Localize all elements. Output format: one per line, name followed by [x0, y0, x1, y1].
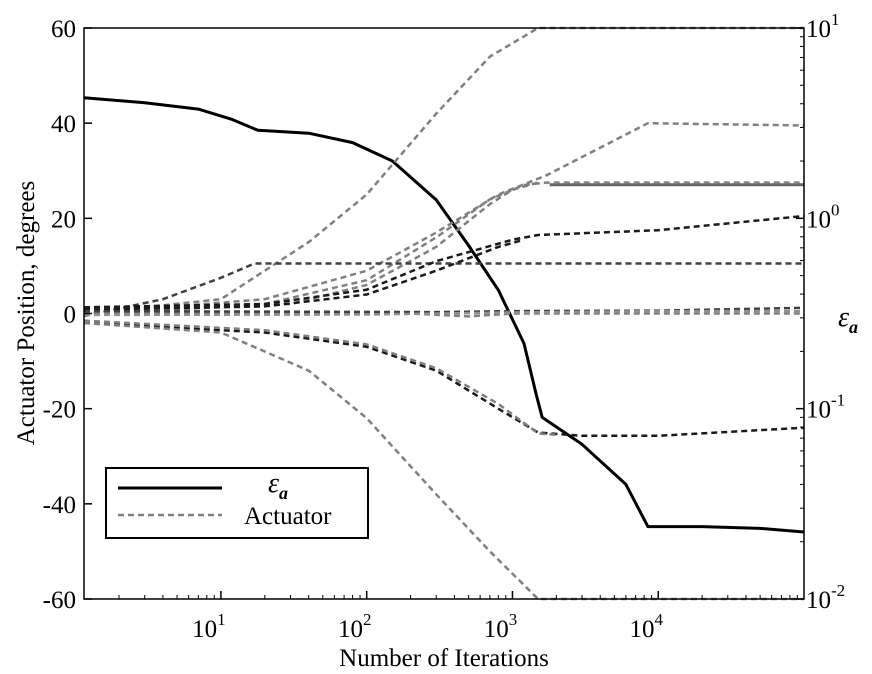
- x-tick-label: 103: [484, 610, 517, 643]
- x-tick-label: 101: [192, 610, 226, 643]
- series-line-9: [84, 312, 804, 318]
- y-tick-label: 40: [51, 111, 76, 138]
- legend-label-actuator: Actuator: [244, 503, 332, 530]
- legend-box: [105, 467, 369, 539]
- y-axis-title: Actuator Position, degrees: [13, 181, 40, 446]
- series-line-3: [83, 121, 805, 315]
- series-line-13: [83, 319, 557, 437]
- series-line-0: [83, 96, 805, 534]
- y2-tick-label: 100: [806, 200, 840, 233]
- tick-layer: -60 -40 -20 0 20 40 60 10-2 10-1 100 101 101 102 103 1…: [43, 10, 846, 643]
- series-line-10: [83, 306, 805, 314]
- y-tick-label: 20: [51, 206, 76, 233]
- y-tick-label: -60: [43, 587, 76, 614]
- y-tick-label: 0: [64, 302, 77, 329]
- legend-label-epsilon: εa: [268, 468, 288, 503]
- y2-tick-label: 101: [806, 10, 840, 43]
- x-axis-title: Number of Iterations: [339, 645, 549, 672]
- y2-tick-label: 10-1: [806, 391, 845, 424]
- y-tick-label: 60: [51, 16, 76, 43]
- series-line-5: [83, 181, 539, 315]
- x-tick-label: 104: [629, 610, 663, 643]
- series-line-14: [83, 321, 804, 601]
- series-line-8: [83, 238, 525, 311]
- legend: εa Actuator: [105, 467, 369, 539]
- series-line-12: [83, 321, 805, 438]
- y-tick-label: -20: [43, 397, 76, 424]
- y-tick-label: -40: [43, 492, 76, 519]
- y2-axis-title: εa: [838, 302, 858, 337]
- series-line-7: [83, 214, 805, 309]
- series-line-2: [83, 26, 804, 315]
- y2-tick-label: 10-2: [806, 581, 845, 614]
- series-line-4: [83, 181, 804, 315]
- series-line-11: [83, 309, 804, 317]
- series-layer: [83, 26, 805, 601]
- x-tick-label: 102: [338, 610, 372, 643]
- series-line-6: [83, 262, 804, 318]
